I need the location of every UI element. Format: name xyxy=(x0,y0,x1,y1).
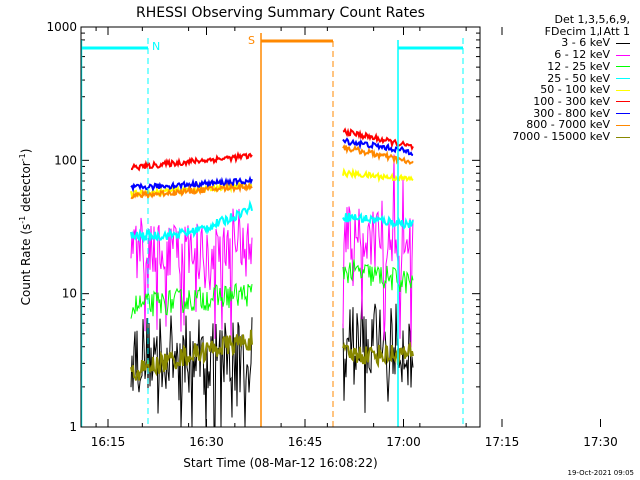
series-line-6-12keV xyxy=(342,154,414,348)
y-tick-label: 1000 xyxy=(46,20,77,34)
saa-label: S xyxy=(248,34,255,47)
legend-header-line-2: FDecim 1, Att 1 xyxy=(544,24,630,38)
legend-label: 100 - 300 keV xyxy=(533,94,610,108)
series-line-300-800keV xyxy=(130,175,253,193)
series-line-12-25keV xyxy=(342,259,414,294)
legend-label: 300 - 800 keV xyxy=(533,106,610,120)
legend-swatch xyxy=(616,54,630,56)
legend-entry: 25 - 50 keV xyxy=(486,71,630,85)
x-axis-label: Start Time (08-Mar-12 16:08:22) xyxy=(183,456,377,470)
legend-label: 6 - 12 keV xyxy=(554,48,610,62)
series-line-7000-15000keV xyxy=(342,341,414,369)
series-line-25-50keV xyxy=(342,212,414,230)
legend-swatch xyxy=(616,136,630,138)
legend-label: 50 - 100 keV xyxy=(540,83,610,97)
y-tick-label: 100 xyxy=(54,153,77,167)
x-tick-label: 17:15 xyxy=(485,435,520,449)
legend-label: 25 - 50 keV xyxy=(547,71,610,85)
y-tick-label: 1 xyxy=(69,420,77,434)
legend-swatch xyxy=(616,42,630,44)
legend-label: 3 - 6 keV xyxy=(561,36,610,50)
y-axis-label: Count Rate (s-1 detector-1) xyxy=(18,149,33,306)
chart-legend: Det 1,3,5,6,9, FDecim 1, Att 1 3 - 6 keV… xyxy=(486,14,630,143)
series-line-3-6keV xyxy=(130,315,253,428)
legend-entry: 6 - 12 keV xyxy=(486,49,630,61)
legend-header-line-1: Det 1,3,5,6,9, xyxy=(554,13,630,26)
series-line-800-7000keV xyxy=(130,182,253,201)
legend-entry: 300 - 800 keV xyxy=(486,106,630,120)
legend-entry: 50 - 100 keV xyxy=(486,84,630,96)
legend-label: 7000 - 15000 keV xyxy=(512,130,610,144)
series-line-6-12keV xyxy=(130,208,253,343)
legend-swatch xyxy=(616,78,630,80)
legend-swatch xyxy=(616,113,630,115)
legend-entry: 800 - 7000 keV xyxy=(486,119,630,131)
legend-entry: 3 - 6 keV xyxy=(486,37,630,49)
legend-label: 800 - 7000 keV xyxy=(526,118,610,132)
legend-entry: 7000 - 15000 keV xyxy=(486,131,630,143)
legend-label: 12 - 25 keV xyxy=(547,59,610,73)
series-line-7000-15000keV xyxy=(130,329,253,381)
legend-swatch xyxy=(616,66,630,68)
series-line-300-800keV xyxy=(342,137,414,156)
night-label: N xyxy=(152,40,160,53)
x-tick-label: 17:00 xyxy=(386,435,421,449)
footer-timestamp: 19-Oct-2021 09:05 xyxy=(567,469,634,477)
series-line-100-300keV xyxy=(342,127,414,152)
legend-entry: 100 - 300 keV xyxy=(486,96,630,108)
plot-frame xyxy=(80,26,481,428)
series-line-25-50keV xyxy=(130,199,253,244)
y-tick-label: 10 xyxy=(62,287,77,301)
legend-entry: 12 - 25 keV xyxy=(486,59,630,73)
series-line-12-25keV xyxy=(130,282,253,319)
x-tick-label: 16:15 xyxy=(91,435,126,449)
legend-swatch xyxy=(616,101,630,103)
series-line-800-7000keV xyxy=(342,144,414,166)
legend-swatch xyxy=(616,89,630,91)
x-tick-label: 16:45 xyxy=(288,435,323,449)
x-tick-label: 16:30 xyxy=(189,435,224,449)
series-line-100-300keV xyxy=(130,151,253,172)
chart-title: RHESSI Observing Summary Count Rates xyxy=(136,5,425,21)
legend-swatch xyxy=(616,124,630,126)
x-tick-label: 17:30 xyxy=(583,435,618,449)
series-line-50-100keV xyxy=(342,167,414,183)
